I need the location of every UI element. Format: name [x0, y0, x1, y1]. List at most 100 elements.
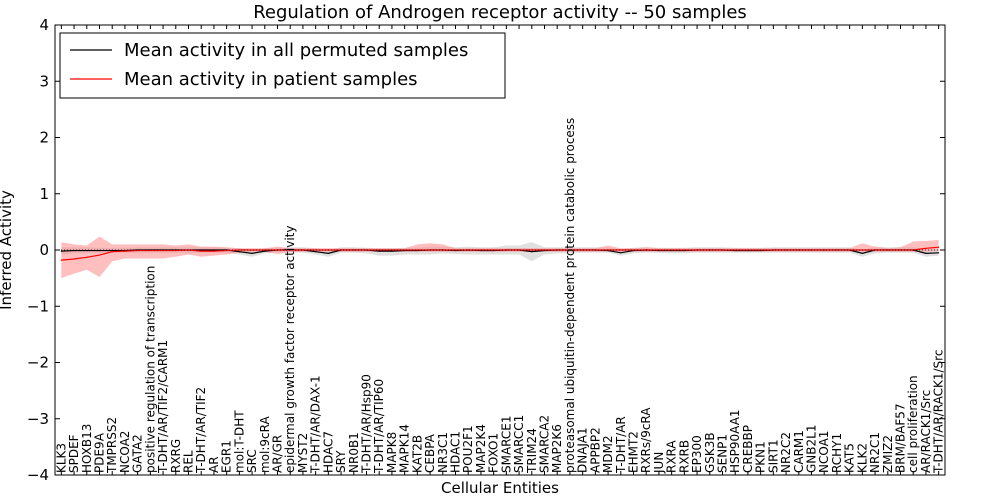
- x-category-label: T-DHT/AR/Hsp90: [360, 374, 374, 474]
- x-category-label: DNAJA1: [576, 427, 590, 473]
- point-series-1-65: [887, 249, 889, 251]
- x-category-label: KAT2B: [410, 435, 424, 473]
- point-series-1-19: [302, 249, 304, 251]
- x-category-label: RXRB: [677, 440, 691, 473]
- x-category-label: CREBBP: [741, 425, 755, 473]
- band-series-1: [61, 236, 939, 279]
- point-series-1-24: [365, 249, 368, 251]
- x-category-label: mol:9cRA: [258, 416, 272, 473]
- x-category-label: AR/GR: [271, 435, 285, 473]
- x-axis-category-labels: KLK3SPDEFHOXB13PDE9ATMPRSS2NCOA2GATA2pos…: [54, 25, 946, 475]
- point-series-1-28: [416, 249, 418, 251]
- y-tick-label: −4: [27, 466, 49, 484]
- x-category-label: MAPK8: [385, 432, 399, 473]
- point-series-0-14: [238, 251, 240, 253]
- point-series-0-63: [861, 252, 863, 254]
- x-category-label: PDE9A: [93, 432, 107, 473]
- x-category-label: T-DHT/AR: [614, 416, 628, 474]
- x-category-label: ZMIZ2: [881, 435, 895, 473]
- point-series-0-25: [378, 250, 380, 252]
- point-series-1-12: [213, 250, 215, 252]
- x-category-label: SMARCC1: [512, 415, 526, 473]
- point-series-0-0: [60, 250, 62, 252]
- x-category-label: SRY: [334, 450, 348, 473]
- point-series-1-66: [899, 249, 902, 251]
- x-category-label: TRIM24: [525, 428, 539, 474]
- point-series-1-4: [111, 251, 113, 253]
- point-series-1-56: [772, 249, 774, 251]
- x-category-label: MAP2K6: [550, 424, 564, 473]
- x-category-label: SIRT1: [766, 439, 780, 473]
- point-series-1-48: [671, 249, 673, 251]
- x-category-label: AR/RACK1/Src: [919, 390, 933, 473]
- x-category-label: CARM1: [792, 430, 806, 473]
- chart-title: Regulation of Androgen receptor activity…: [253, 2, 747, 23]
- x-category-label: JUN: [652, 452, 666, 474]
- x-category-label: T-DHT/AR/TIP60: [372, 379, 386, 474]
- y-tick-label: −3: [27, 410, 49, 428]
- x-category-label: PKN1: [754, 441, 768, 473]
- x-category-label: NR3C1: [436, 432, 450, 473]
- x-category-label: HDAC1: [449, 431, 463, 473]
- x-category-label: GNB2L1: [805, 425, 819, 473]
- x-category-label: proteasomal ubiquitin-dependent protein …: [563, 118, 577, 473]
- x-category-label: mol:T-DHT: [232, 410, 246, 473]
- point-series-1-10: [187, 249, 190, 251]
- point-series-0-2: [86, 249, 88, 252]
- x-category-label: RXRG: [169, 439, 183, 473]
- x-category-label: SRC: [245, 449, 259, 473]
- point-series-1-5: [124, 250, 126, 252]
- point-series-1-45: [632, 249, 635, 251]
- x-category-label: MYST2: [296, 433, 310, 473]
- x-category-label: RXRs/9cRA: [639, 407, 653, 473]
- point-series-1-0: [60, 259, 62, 261]
- point-series-0-26: [391, 250, 393, 252]
- x-category-label: SMARCE1: [499, 415, 513, 473]
- error-bands: [61, 236, 939, 279]
- x-category-label: KLK3: [54, 443, 68, 473]
- x-category-label: NR2C1: [868, 432, 882, 473]
- point-series-1-61: [836, 249, 838, 251]
- point-series-1-11: [200, 250, 202, 252]
- x-axis-label: Cellular Entities: [441, 479, 559, 497]
- x-category-label: NR0B1: [347, 432, 361, 473]
- x-category-label: CEBPA: [423, 433, 437, 473]
- x-category-label: SMARCA2: [538, 415, 552, 473]
- point-series-0-3: [98, 249, 101, 252]
- y-tick-label: −2: [27, 354, 49, 372]
- x-category-label: MDM2: [601, 435, 615, 473]
- y-tick-label: 4: [39, 16, 49, 34]
- point-series-1-15: [251, 249, 253, 251]
- x-category-label: MAPK14: [398, 424, 412, 473]
- point-series-1-52: [721, 249, 724, 251]
- x-category-label: KLK2: [855, 443, 869, 473]
- point-series-1-2: [86, 256, 88, 258]
- x-category-label: APPBP2: [588, 427, 602, 473]
- point-series-1-31: [454, 249, 457, 251]
- x-category-label: GATA2: [131, 434, 145, 473]
- x-category-label: GSK3B: [703, 432, 717, 473]
- point-series-1-32: [467, 249, 469, 251]
- x-category-label: HOXB13: [80, 424, 94, 473]
- x-category-label: cell proliferation: [906, 375, 920, 473]
- x-category-label: HDAC7: [321, 431, 335, 473]
- x-category-label: BRM/BAF57: [894, 403, 908, 473]
- x-category-label: MAP2K4: [474, 424, 488, 473]
- legend-box: [59, 32, 506, 99]
- y-axis-ticks: 4 3 2 1 0 −1 −2 −3 −4: [27, 16, 945, 484]
- y-axis-label: Inferred Activity: [0, 190, 15, 310]
- point-series-1-7: [149, 249, 151, 252]
- point-series-0-16: [264, 250, 266, 252]
- x-category-label: SPDEF: [67, 434, 81, 473]
- point-series-1-41: [582, 249, 584, 251]
- y-tick-label: 2: [39, 129, 49, 147]
- x-category-label: AR: [207, 456, 221, 473]
- point-series-0-21: [327, 252, 329, 254]
- point-series-0-44: [620, 252, 622, 254]
- point-series-1-62: [849, 249, 851, 251]
- x-category-label: NR2C2: [779, 432, 793, 473]
- point-series-0-69: [938, 252, 940, 254]
- x-category-label: POU2F1: [461, 425, 475, 473]
- x-category-label: HSP90AA1: [728, 409, 742, 473]
- legend-entry-patient: Mean activity in patient samples: [124, 69, 418, 90]
